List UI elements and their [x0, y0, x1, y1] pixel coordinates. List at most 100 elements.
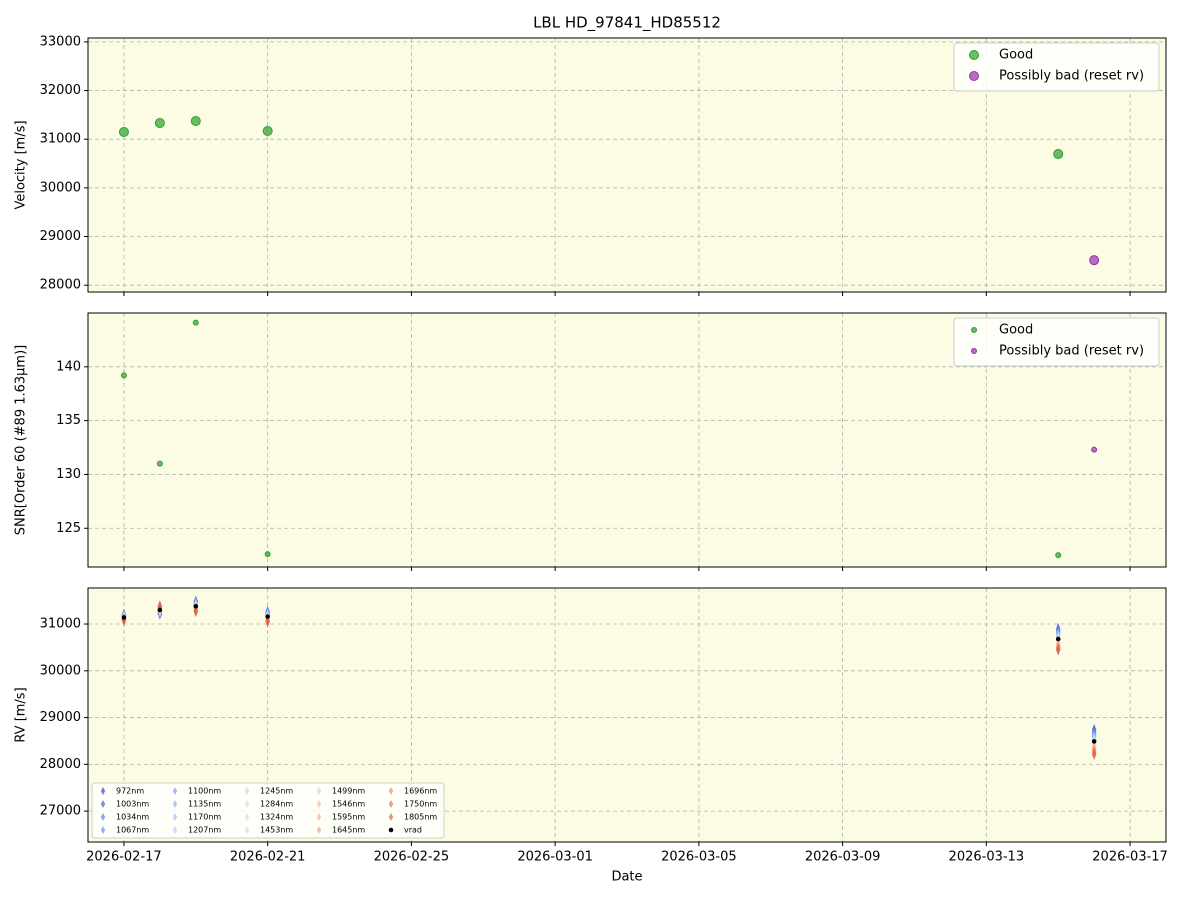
point [1055, 552, 1062, 559]
x-tick-label: 2026-03-01 [517, 850, 593, 865]
legend-box [953, 317, 1160, 367]
legend-marker [316, 800, 322, 808]
y-axis-label: Velocity [m/s] [14, 120, 29, 209]
legend-marker [316, 826, 322, 834]
legend-label: vrad [404, 826, 422, 835]
panel: LBL HD_97841_HD85512 28000 29000 30000 31000… [14, 14, 1167, 296]
point [193, 603, 199, 609]
legend-marker [100, 813, 106, 821]
legend-label: 1207nm [188, 826, 221, 835]
y-tick-label: 31000 [40, 617, 81, 632]
point [1089, 255, 1100, 266]
point [120, 372, 127, 379]
legend-marker [244, 826, 250, 834]
x-tick-label: 2026-03-09 [805, 850, 881, 865]
y-tick-label: 140 [56, 359, 81, 374]
point [264, 551, 271, 558]
legend-label: Good [999, 48, 1033, 63]
legend-marker [244, 800, 250, 808]
legend-label: 1245nm [260, 787, 293, 796]
point [193, 605, 198, 618]
panel: 125 130 135 140 SNR[Order 60 (#89 1.63μm)] Go… [14, 312, 1167, 571]
plot-frame [87, 587, 1167, 843]
legend-marker [388, 800, 394, 808]
legend-label: 1595nm [332, 813, 365, 822]
legend-label: 1750nm [404, 800, 437, 809]
y-tick-label: 29000 [40, 710, 81, 725]
legend-label: 1034nm [116, 813, 149, 822]
point [1056, 643, 1061, 656]
legend-label: 1003nm [116, 800, 149, 809]
legend-marker [316, 787, 322, 795]
legend-label: 1324nm [260, 813, 293, 822]
y-tick-label: 32000 [40, 83, 81, 98]
legend: Good Possibly bad (reset rv) [953, 42, 1160, 92]
y-tick-label: 125 [56, 521, 81, 536]
y-tick-label: 33000 [40, 34, 81, 49]
legend-marker [388, 787, 394, 795]
point [1055, 636, 1061, 642]
legend-marker [172, 787, 178, 795]
point [157, 600, 163, 613]
legend-label: 1067nm [116, 826, 149, 835]
x-tick-label: 2026-03-13 [949, 850, 1025, 865]
y-axis-label: SNR[Order 60 (#89 1.63μm)] [14, 345, 29, 536]
point [190, 116, 201, 127]
legend-marker [100, 826, 106, 834]
legend: 972nm 1003nm 1034nm 1067nm 1100nm 1135nm 1170n… [91, 782, 445, 839]
legend-marker [388, 813, 394, 821]
legend-label: 972nm [116, 787, 144, 796]
legend-label: 1499nm [332, 787, 365, 796]
legend-box [91, 782, 445, 839]
legend-marker [388, 827, 394, 833]
legend-marker [969, 50, 979, 60]
legend-marker [172, 813, 178, 821]
y-tick-label: 30000 [40, 180, 81, 195]
point [192, 319, 199, 326]
point [1091, 748, 1097, 761]
y-tick-label: 31000 [40, 132, 81, 147]
point [262, 125, 273, 136]
point [265, 614, 270, 619]
y-tick-label: 28000 [40, 757, 81, 772]
legend-marker [971, 348, 977, 354]
chart-title: LBL HD_97841_HD85512 [533, 14, 721, 33]
point [121, 615, 127, 620]
x-axis-label: Date [611, 870, 642, 885]
legend-label: 1546nm [332, 800, 365, 809]
legend-label: Possibly bad (reset rv) [999, 69, 1144, 84]
y-tick-label: 135 [56, 413, 81, 428]
y-tick-label: 27000 [40, 804, 81, 819]
legend-box [953, 42, 1160, 92]
legend-marker [244, 787, 250, 795]
plot-frame [87, 37, 1167, 293]
point [154, 118, 165, 129]
x-tick-label: 2026-02-21 [230, 850, 306, 865]
legend-marker [100, 800, 106, 808]
x-tick-label: 2026-02-17 [86, 850, 162, 865]
x-tick-label: 2026-02-25 [374, 850, 450, 865]
y-axis-label: RV [m/s] [14, 687, 29, 742]
legend-marker [316, 813, 322, 821]
y-tick-label: 130 [56, 467, 81, 482]
y-tick-label: 29000 [40, 229, 81, 244]
point [1053, 149, 1064, 160]
legend-label: 1135nm [188, 800, 221, 809]
panel: 27000 28000 29000 30000 31000 2026-02-17 2026-… [14, 587, 1168, 885]
legend-label: Possibly bad (reset rv) [999, 344, 1144, 359]
x-tick-label: 2026-03-17 [1092, 850, 1168, 865]
legend-label: Good [999, 323, 1033, 338]
plot-frame [87, 312, 1167, 568]
point [118, 127, 129, 138]
legend-label: 1805nm [404, 813, 437, 822]
legend-marker [969, 71, 979, 81]
legend-label: 1453nm [260, 826, 293, 835]
legend-marker [244, 813, 250, 821]
legend-label: 1284nm [260, 800, 293, 809]
x-tick-label: 2026-03-05 [661, 850, 737, 865]
y-tick-label: 28000 [40, 278, 81, 293]
point [1091, 739, 1097, 744]
legend-label: 1696nm [404, 787, 437, 796]
point [156, 460, 163, 467]
